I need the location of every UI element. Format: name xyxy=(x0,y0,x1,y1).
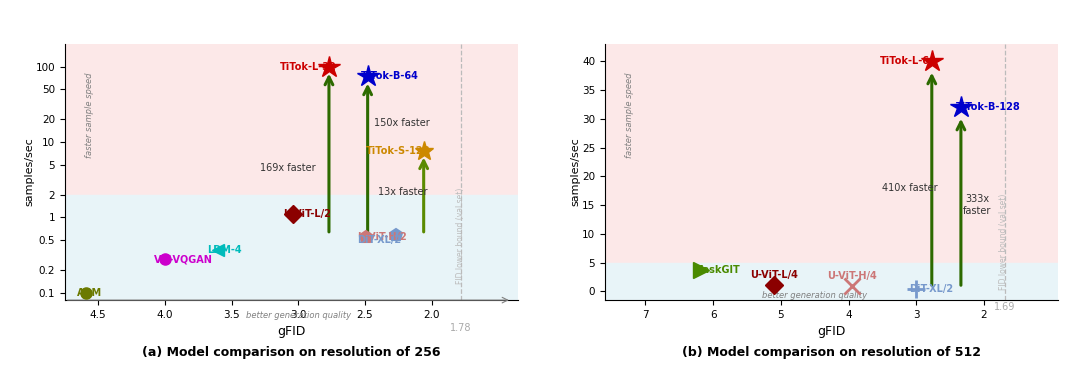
Text: DiT-XL/2: DiT-XL/2 xyxy=(356,235,401,245)
X-axis label: gFID: gFID xyxy=(278,325,306,339)
Text: TiTok-B-64: TiTok-B-64 xyxy=(361,71,419,81)
Text: faster sample speed: faster sample speed xyxy=(625,73,634,158)
Text: 13x faster: 13x faster xyxy=(378,187,427,197)
Text: better generation quality: better generation quality xyxy=(246,311,351,320)
Text: U-ViT-L/4: U-ViT-L/4 xyxy=(751,270,798,280)
Text: TiTok-L-64: TiTok-L-64 xyxy=(880,56,936,66)
Bar xyxy=(65,195,518,323)
Text: faster sample speed: faster sample speed xyxy=(85,73,94,158)
Text: FID lower bound (val set): FID lower bound (val set) xyxy=(999,194,1009,290)
Text: DiT-XL/2: DiT-XL/2 xyxy=(909,284,954,294)
Bar xyxy=(605,15,1058,263)
Text: LDM-4: LDM-4 xyxy=(207,245,242,255)
Text: 1.78: 1.78 xyxy=(450,323,472,333)
Y-axis label: samples/sec: samples/sec xyxy=(570,138,580,206)
Text: 1.69: 1.69 xyxy=(995,302,1015,312)
Bar xyxy=(605,263,1058,329)
Text: ViT-VQGAN: ViT-VQGAN xyxy=(154,254,213,264)
X-axis label: gFID: gFID xyxy=(818,325,846,339)
Text: TiTok-S-128: TiTok-S-128 xyxy=(366,146,430,156)
Text: better generation quality: better generation quality xyxy=(762,291,867,299)
Text: FID lower bound (val set): FID lower bound (val set) xyxy=(456,188,465,284)
Text: U-ViT-L/2: U-ViT-L/2 xyxy=(284,209,332,219)
Text: 150x faster: 150x faster xyxy=(375,118,430,128)
Y-axis label: samples/sec: samples/sec xyxy=(24,138,35,206)
Text: (b) Model comparison on resolution of 512: (b) Model comparison on resolution of 51… xyxy=(683,346,981,359)
Text: TiTok-L-32: TiTok-L-32 xyxy=(280,61,337,72)
Text: 410x faster: 410x faster xyxy=(881,183,937,193)
Text: U-ViT-H/2: U-ViT-H/2 xyxy=(357,232,407,242)
Text: MaskGIT: MaskGIT xyxy=(692,265,740,275)
Bar xyxy=(65,21,518,195)
Text: ADM: ADM xyxy=(77,288,102,298)
Text: 169x faster: 169x faster xyxy=(260,163,315,173)
Text: U-ViT-H/4: U-ViT-H/4 xyxy=(827,271,877,281)
Text: 333x
faster: 333x faster xyxy=(963,194,991,216)
Text: TiTok-B-128: TiTok-B-128 xyxy=(956,102,1021,112)
Text: (a) Model comparison on resolution of 256: (a) Model comparison on resolution of 25… xyxy=(143,346,441,359)
